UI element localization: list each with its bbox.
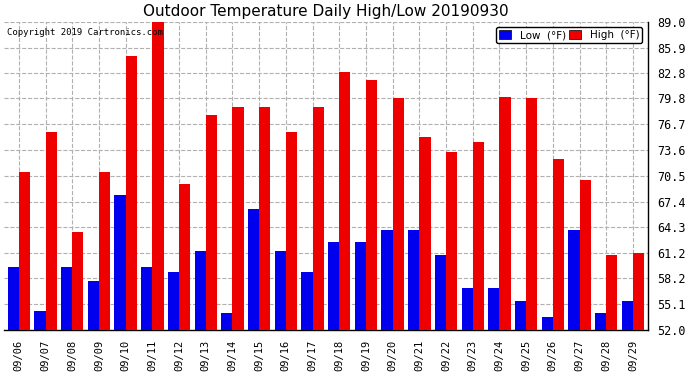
Bar: [633, 253, 644, 330]
Bar: [542, 317, 553, 330]
Bar: [88, 281, 99, 330]
Bar: [420, 136, 431, 330]
Bar: [553, 159, 564, 330]
Bar: [168, 272, 179, 330]
Bar: [382, 230, 393, 330]
Bar: [489, 288, 500, 330]
Bar: [221, 313, 233, 330]
Bar: [99, 172, 110, 330]
Bar: [366, 80, 377, 330]
Bar: [126, 56, 137, 330]
Bar: [8, 267, 19, 330]
Bar: [339, 72, 351, 330]
Bar: [473, 142, 484, 330]
Bar: [233, 106, 244, 330]
Bar: [526, 98, 538, 330]
Bar: [248, 209, 259, 330]
Title: Outdoor Temperature Daily High/Low 20190930: Outdoor Temperature Daily High/Low 20190…: [143, 4, 509, 19]
Bar: [259, 106, 270, 330]
Bar: [34, 311, 46, 330]
Bar: [72, 232, 83, 330]
Bar: [607, 255, 618, 330]
Bar: [206, 115, 217, 330]
Bar: [595, 313, 607, 330]
Bar: [446, 152, 457, 330]
Bar: [115, 195, 126, 330]
Bar: [141, 267, 152, 330]
Bar: [462, 288, 473, 330]
Bar: [328, 242, 339, 330]
Bar: [286, 132, 297, 330]
Bar: [569, 230, 580, 330]
Legend: Low  (°F), High  (°F): Low (°F), High (°F): [495, 27, 642, 44]
Bar: [275, 251, 286, 330]
Bar: [355, 242, 366, 330]
Bar: [515, 301, 526, 330]
Bar: [435, 255, 446, 330]
Bar: [580, 180, 591, 330]
Bar: [61, 267, 72, 330]
Bar: [195, 251, 206, 330]
Bar: [46, 132, 57, 330]
Bar: [179, 184, 190, 330]
Bar: [408, 230, 420, 330]
Bar: [313, 106, 324, 330]
Text: Copyright 2019 Cartronics.com: Copyright 2019 Cartronics.com: [8, 28, 164, 37]
Bar: [622, 301, 633, 330]
Bar: [152, 22, 164, 330]
Bar: [393, 98, 404, 330]
Bar: [19, 172, 30, 330]
Bar: [302, 272, 313, 330]
Bar: [500, 97, 511, 330]
